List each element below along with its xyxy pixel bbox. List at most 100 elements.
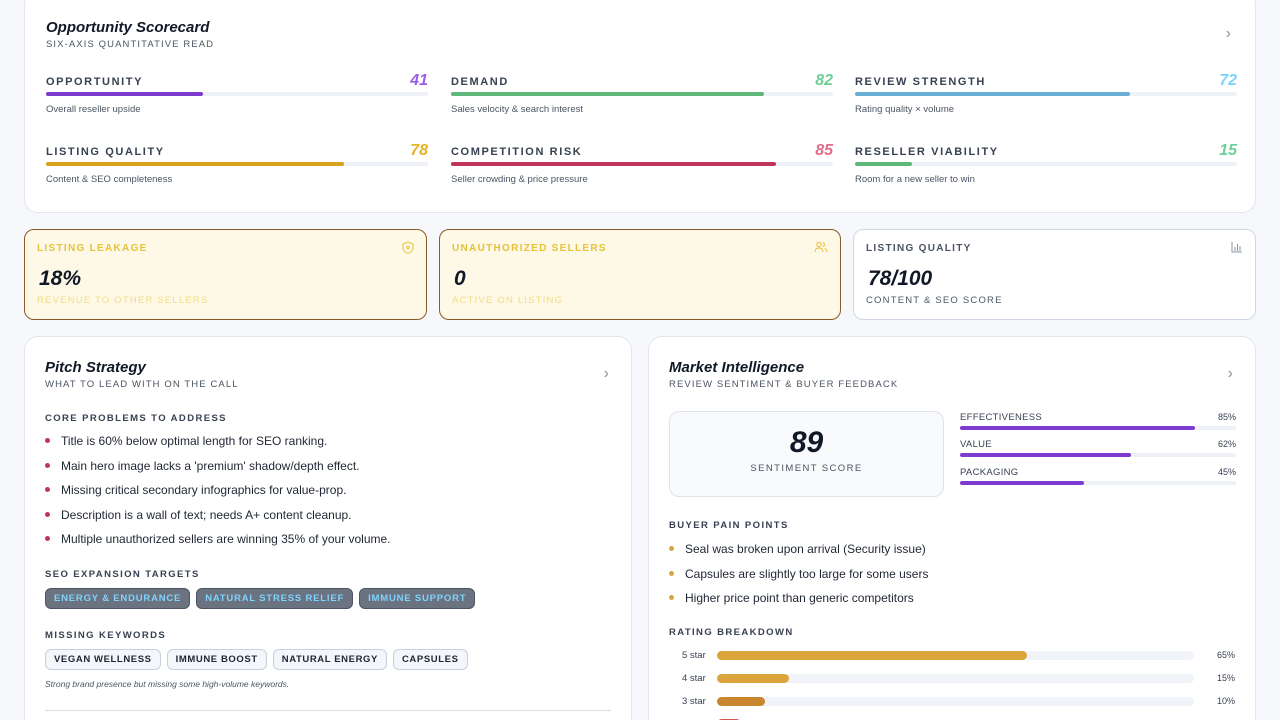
attribute-name: EFFECTIVENESS bbox=[960, 412, 1043, 423]
metric-bar bbox=[855, 162, 1237, 166]
stat-caption: ACTIVE ON LISTING bbox=[452, 295, 564, 306]
stat-value: 0 bbox=[454, 267, 466, 290]
attribute-bar bbox=[960, 481, 1236, 485]
list-item: Missing critical secondary infographics … bbox=[45, 483, 391, 508]
list-item: Higher price point than generic competit… bbox=[669, 591, 928, 616]
bullet-dot bbox=[45, 536, 50, 542]
metric-description: Room for a new seller to win bbox=[855, 174, 975, 185]
metric-bar bbox=[46, 92, 428, 96]
seo-target-tag[interactable]: NATURAL STRESS RELIEF bbox=[196, 588, 354, 609]
rating-percent: 10% bbox=[1216, 696, 1235, 706]
list-item-text: Multiple unauthorized sellers are winnin… bbox=[61, 532, 391, 547]
rating-percent: 15% bbox=[1216, 673, 1235, 683]
rating-bar bbox=[717, 697, 1194, 706]
market-intelligence-card: Market Intelligence REVIEW SENTIMENT & B… bbox=[648, 336, 1256, 720]
metric-label: OPPORTUNITY bbox=[46, 76, 144, 88]
pitch-strategy-card: Pitch Strategy WHAT TO LEAD WITH ON THE … bbox=[24, 336, 632, 720]
keyword-tag[interactable]: IMMUNE BOOST bbox=[166, 649, 267, 670]
stat-listing-quality: LISTING QUALITY 78/100 CONTENT & SEO SCO… bbox=[853, 229, 1256, 320]
rating-percent: 65% bbox=[1216, 650, 1235, 660]
core-problems-heading: CORE PROBLEMS TO ADDRESS bbox=[45, 413, 227, 424]
stat-value: 78/100 bbox=[868, 267, 933, 290]
scorecard-title: Opportunity Scorecard bbox=[46, 19, 210, 36]
list-item-text: Higher price point than generic competit… bbox=[685, 591, 914, 606]
market-title: Market Intelligence bbox=[669, 359, 805, 376]
missing-keywords-heading: MISSING KEYWORDS bbox=[45, 630, 167, 641]
stat-unauthorized-sellers: UNAUTHORIZED SELLERS 0 ACTIVE ON LISTING bbox=[439, 229, 841, 320]
metric-value: 72 bbox=[1219, 72, 1237, 89]
metric-label: RESELLER VIABILITY bbox=[855, 146, 999, 158]
metric-label: REVIEW STRENGTH bbox=[855, 76, 986, 88]
chevron-right-icon[interactable]: › bbox=[1225, 25, 1231, 42]
users-icon bbox=[814, 241, 828, 256]
stat-listing-leakage: LISTING LEAKAGE 18% REVENUE TO OTHER SEL… bbox=[24, 229, 427, 320]
metric-bar bbox=[451, 92, 833, 96]
market-subtitle: REVIEW SENTIMENT & BUYER FEEDBACK bbox=[669, 379, 899, 390]
metric-label: DEMAND bbox=[451, 76, 509, 88]
rating-breakdown-heading: RATING BREAKDOWN bbox=[669, 627, 794, 638]
stat-caption: CONTENT & SEO SCORE bbox=[866, 295, 1003, 306]
pitch-title: Pitch Strategy bbox=[45, 359, 146, 376]
list-item-text: Missing critical secondary infographics … bbox=[61, 483, 347, 498]
metric-bar bbox=[855, 92, 1237, 96]
attribute-name: VALUE bbox=[960, 439, 992, 450]
rating-bar bbox=[717, 651, 1194, 660]
metric-value: 41 bbox=[410, 72, 428, 89]
metric-value: 15 bbox=[1219, 142, 1237, 159]
metric-value: 85 bbox=[815, 142, 833, 159]
metric-bar bbox=[46, 162, 428, 166]
metric-description: Sales velocity & search interest bbox=[451, 104, 584, 115]
core-problems-list: Title is 60% below optimal length for SE… bbox=[45, 434, 391, 557]
keyword-tag[interactable]: NATURAL ENERGY bbox=[272, 649, 387, 670]
metric-value: 82 bbox=[815, 72, 833, 89]
attribute-percent: 62% bbox=[1217, 439, 1236, 449]
sentiment-score-box: 89 SENTIMENT SCORE bbox=[669, 411, 944, 497]
chevron-right-icon[interactable]: › bbox=[1227, 365, 1233, 382]
bullet-dot bbox=[45, 462, 50, 468]
list-item-text: Title is 60% below optimal length for SE… bbox=[61, 434, 328, 448]
attribute-bar bbox=[960, 453, 1236, 457]
stat-label: LISTING QUALITY bbox=[866, 243, 972, 254]
metric-label: COMPETITION RISK bbox=[451, 146, 583, 158]
seo-targets-tags: ENERGY & ENDURANCE NATURAL STRESS RELIEF… bbox=[45, 588, 476, 609]
list-item: Main hero image lacks a 'premium' shadow… bbox=[45, 459, 391, 484]
section-divider bbox=[45, 710, 611, 711]
rating-label: 5 star bbox=[682, 650, 706, 661]
stat-value: 18% bbox=[39, 267, 82, 290]
bullet-dot bbox=[45, 511, 50, 517]
list-item: Seal was broken upon arrival (Security i… bbox=[669, 542, 928, 567]
bullet-dot bbox=[669, 595, 674, 601]
stat-caption: REVENUE TO OTHER SELLERS bbox=[37, 295, 209, 306]
opportunity-scorecard-card: Opportunity Scorecard SIX-AXIS QUANTITAT… bbox=[24, 0, 1256, 213]
metric-description: Overall reseller upside bbox=[46, 104, 141, 115]
pain-points-list: Seal was broken upon arrival (Security i… bbox=[669, 542, 928, 616]
seo-targets-heading: SEO EXPANSION TARGETS bbox=[45, 569, 200, 580]
list-item-text: Seal was broken upon arrival (Security i… bbox=[685, 542, 926, 556]
attribute-percent: 45% bbox=[1217, 467, 1236, 477]
rating-bar bbox=[717, 674, 1194, 683]
list-item: Multiple unauthorized sellers are winnin… bbox=[45, 532, 391, 557]
keyword-tag[interactable]: VEGAN WELLNESS bbox=[45, 649, 161, 670]
seo-target-tag[interactable]: IMMUNE SUPPORT bbox=[359, 588, 476, 609]
bullet-dot bbox=[45, 487, 50, 493]
bullet-dot bbox=[669, 546, 674, 551]
metric-label: LISTING QUALITY bbox=[46, 146, 165, 158]
keywords-note: Strong brand presence but missing some h… bbox=[45, 679, 290, 689]
attribute-percent: 85% bbox=[1217, 412, 1236, 422]
chevron-right-icon[interactable]: › bbox=[603, 365, 609, 382]
bar-chart-icon bbox=[1231, 241, 1243, 256]
attribute-bar bbox=[960, 426, 1236, 430]
seo-target-tag[interactable]: ENERGY & ENDURANCE bbox=[45, 588, 191, 609]
rating-label: 4 star bbox=[682, 673, 706, 684]
shield-icon bbox=[402, 241, 414, 257]
list-item: Description is a wall of text; needs A+ … bbox=[45, 508, 391, 533]
bullet-dot bbox=[45, 438, 50, 443]
list-item-text: Main hero image lacks a 'premium' shadow… bbox=[61, 458, 360, 473]
stat-label: LISTING LEAKAGE bbox=[37, 243, 148, 254]
keyword-tag[interactable]: CAPSULES bbox=[392, 649, 468, 670]
attribute-name: PACKAGING bbox=[960, 467, 1019, 478]
metric-description: Rating quality × volume bbox=[855, 104, 955, 115]
list-item-text: Capsules are slightly too large for some… bbox=[685, 566, 929, 581]
metric-bar bbox=[451, 162, 833, 166]
list-item: Title is 60% below optimal length for SE… bbox=[45, 434, 391, 459]
